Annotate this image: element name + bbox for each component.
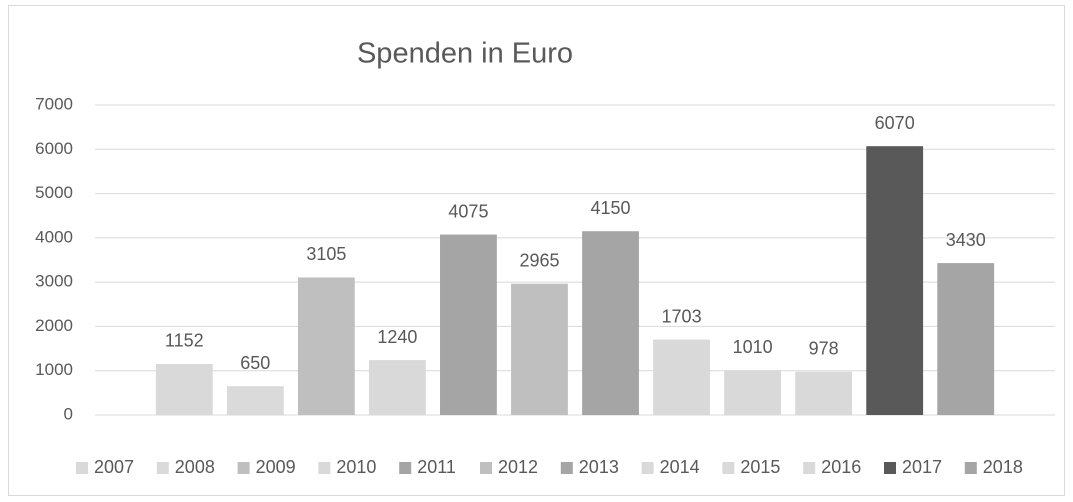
y-tick-label: 2000 bbox=[35, 316, 73, 335]
legend-swatch bbox=[964, 462, 977, 474]
data-label: 2965 bbox=[519, 250, 559, 270]
legend-swatch bbox=[318, 462, 331, 474]
bar bbox=[155, 363, 213, 415]
bar bbox=[724, 370, 782, 415]
legend-swatch bbox=[399, 462, 412, 474]
legend-swatch bbox=[722, 462, 735, 474]
data-label: 650 bbox=[240, 353, 270, 373]
data-label: 1703 bbox=[662, 306, 702, 326]
legend-swatch bbox=[76, 462, 88, 474]
legend-label: 2017 bbox=[902, 457, 942, 477]
legend-label: 2012 bbox=[498, 457, 538, 477]
legend-swatch bbox=[641, 462, 654, 474]
data-label: 1010 bbox=[733, 337, 773, 357]
bar bbox=[795, 371, 853, 415]
legend-label: 2016 bbox=[821, 457, 861, 477]
y-tick-label: 5000 bbox=[35, 183, 73, 202]
bar bbox=[937, 263, 995, 415]
legend-swatch bbox=[237, 462, 250, 474]
bar bbox=[866, 146, 924, 415]
legend-swatch bbox=[156, 462, 169, 474]
legend-label: 2018 bbox=[983, 457, 1023, 477]
data-label: 3430 bbox=[946, 230, 986, 250]
bar bbox=[297, 277, 355, 415]
legend-swatch bbox=[803, 462, 816, 474]
legend-label: 2014 bbox=[660, 457, 700, 477]
data-label: 4075 bbox=[448, 201, 488, 221]
data-label: 978 bbox=[809, 338, 839, 358]
legend-label: 2013 bbox=[579, 457, 619, 477]
data-label: 1152 bbox=[165, 331, 204, 351]
data-label: 6070 bbox=[875, 113, 915, 133]
y-tick-label: 1000 bbox=[35, 360, 73, 379]
data-label: 4150 bbox=[590, 198, 630, 218]
bar bbox=[440, 234, 497, 415]
bar bbox=[511, 283, 568, 415]
legend-label: 2007 bbox=[94, 457, 134, 477]
bar bbox=[368, 360, 426, 415]
legend-swatch bbox=[884, 462, 896, 474]
legend-label: 2015 bbox=[740, 457, 780, 477]
bar bbox=[226, 386, 284, 415]
data-label: 3105 bbox=[306, 244, 346, 264]
bar bbox=[653, 339, 710, 415]
legend-swatch bbox=[560, 462, 573, 474]
y-tick-label: 7000 bbox=[35, 94, 73, 113]
chart-title: Spenden in Euro bbox=[357, 38, 573, 70]
y-tick-label: 0 bbox=[64, 404, 73, 423]
legend-label: 2011 bbox=[417, 457, 456, 477]
legend-label: 2008 bbox=[175, 457, 215, 477]
y-tick-label: 4000 bbox=[35, 227, 73, 246]
legend-label: 2010 bbox=[336, 457, 376, 477]
legend-swatch bbox=[480, 462, 492, 474]
bar bbox=[582, 231, 639, 415]
legend-label: 2009 bbox=[256, 457, 296, 477]
data-label: 1240 bbox=[377, 327, 417, 347]
y-tick-label: 6000 bbox=[35, 139, 73, 158]
y-tick-label: 3000 bbox=[35, 272, 73, 291]
